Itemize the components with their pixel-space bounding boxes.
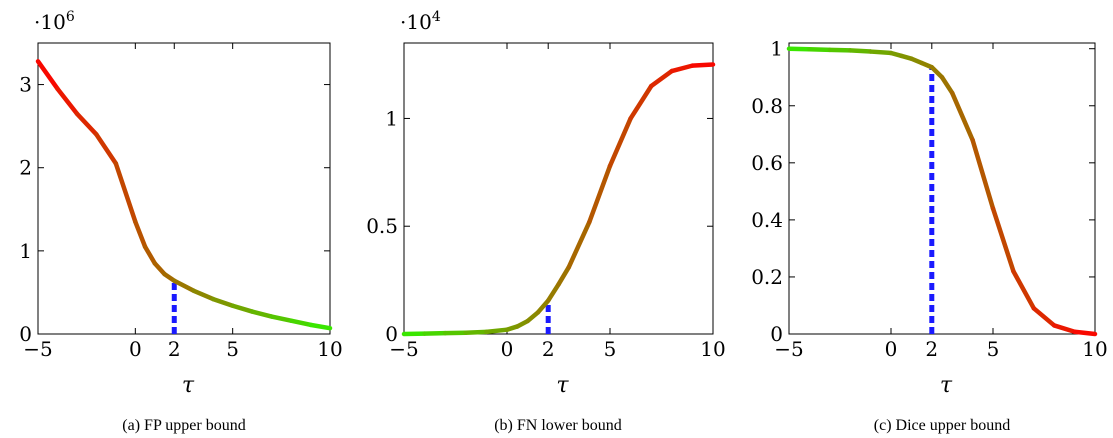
panel-caption: (a) FP upper bound bbox=[122, 417, 245, 434]
curve-segment bbox=[74, 111, 99, 137]
curve-segment bbox=[556, 264, 572, 287]
y-tick-label: 0.8 bbox=[751, 94, 783, 118]
y-tick-label: 2 bbox=[19, 156, 32, 180]
x-axis-label: τ bbox=[940, 373, 953, 398]
curve-segment bbox=[55, 86, 80, 116]
curve-segment bbox=[628, 83, 654, 121]
y-tick-label: 1 bbox=[385, 106, 398, 130]
curve-segment bbox=[847, 48, 873, 54]
curve-segment bbox=[929, 65, 945, 80]
curve-segment bbox=[587, 163, 613, 225]
y-tick-label: 1 bbox=[19, 239, 32, 263]
curve-segment bbox=[463, 329, 489, 335]
curve-segment bbox=[545, 282, 561, 303]
curve-segment bbox=[308, 322, 333, 331]
curve-segment bbox=[868, 49, 894, 56]
x-tick-label: 2 bbox=[542, 337, 555, 361]
curve-segment bbox=[1031, 306, 1057, 328]
curve-segment bbox=[230, 303, 255, 314]
y-tick-label: 0 bbox=[19, 322, 32, 346]
curve-segment bbox=[35, 59, 60, 91]
curve-segment bbox=[249, 309, 274, 319]
y-tick-label: 0.5 bbox=[366, 214, 398, 238]
y-tick-label: 0.4 bbox=[751, 208, 783, 232]
curve-segment bbox=[807, 47, 833, 53]
axis-scale-label: ·106 bbox=[34, 9, 75, 34]
curve-segment bbox=[191, 288, 216, 302]
curve-segment bbox=[269, 314, 294, 323]
curve-segment bbox=[535, 298, 551, 315]
axis-frame bbox=[403, 42, 714, 335]
x-tick-label: 10 bbox=[700, 337, 725, 361]
curve-segment bbox=[990, 206, 1016, 274]
axis-frame bbox=[37, 42, 331, 335]
x-tick-label: 10 bbox=[1082, 337, 1107, 361]
curve-segment bbox=[648, 68, 675, 89]
panel-caption: (c) Dice upper bound bbox=[874, 417, 1010, 434]
curve-segment bbox=[152, 261, 167, 277]
curve-segment bbox=[939, 74, 955, 96]
x-tick-label: 10 bbox=[317, 337, 342, 361]
curve-segment bbox=[827, 47, 853, 53]
panel-caption: (b) FN lower bound bbox=[494, 417, 622, 434]
axis-scale-exponent: 6 bbox=[66, 9, 75, 25]
x-tick-label: −5 bbox=[389, 337, 418, 361]
x-tick-label: 5 bbox=[226, 337, 239, 361]
y-tick-label: 3 bbox=[19, 73, 32, 97]
y-tick-label: 0 bbox=[770, 322, 783, 346]
x-axis-label: τ bbox=[182, 373, 195, 398]
curve-segment bbox=[1011, 268, 1037, 311]
curve-segment bbox=[949, 90, 975, 143]
x-tick-label: −5 bbox=[23, 337, 52, 361]
axis-frame bbox=[788, 42, 1096, 335]
y-tick-label: 0.2 bbox=[751, 265, 783, 289]
curve-segment bbox=[288, 318, 313, 328]
axis-scale-label: ·104 bbox=[400, 9, 441, 34]
x-tick-label: 2 bbox=[925, 337, 938, 361]
curve-segment bbox=[172, 278, 196, 294]
curve-segment bbox=[970, 137, 996, 211]
curve-segment bbox=[690, 62, 716, 68]
curve-segment bbox=[142, 244, 158, 266]
curve-segment bbox=[1072, 329, 1098, 337]
curve-segment bbox=[94, 132, 119, 166]
curve-segment bbox=[669, 63, 695, 74]
y-tick-label: 0.6 bbox=[751, 151, 783, 175]
curve-segment bbox=[210, 296, 235, 308]
x-tick-label: 5 bbox=[987, 337, 1000, 361]
curve-segment bbox=[1051, 323, 1077, 334]
curve-segment bbox=[786, 46, 812, 52]
x-tick-label: 0 bbox=[501, 337, 514, 361]
x-tick-label: 2 bbox=[168, 337, 181, 361]
curve-segment bbox=[566, 219, 592, 270]
curve-segment bbox=[607, 116, 633, 169]
curve-segment bbox=[484, 327, 510, 335]
curve-segment bbox=[133, 219, 148, 249]
x-axis-label: τ bbox=[556, 373, 569, 398]
y-tick-label: 0 bbox=[385, 322, 398, 346]
x-tick-label: −5 bbox=[774, 337, 803, 361]
curve-segment bbox=[113, 161, 138, 225]
x-tick-label: 5 bbox=[604, 337, 617, 361]
x-tick-label: 0 bbox=[885, 337, 898, 361]
axis-scale-exponent: 4 bbox=[432, 9, 441, 25]
y-tick-label: 1 bbox=[770, 37, 783, 61]
x-tick-label: 0 bbox=[129, 337, 142, 361]
